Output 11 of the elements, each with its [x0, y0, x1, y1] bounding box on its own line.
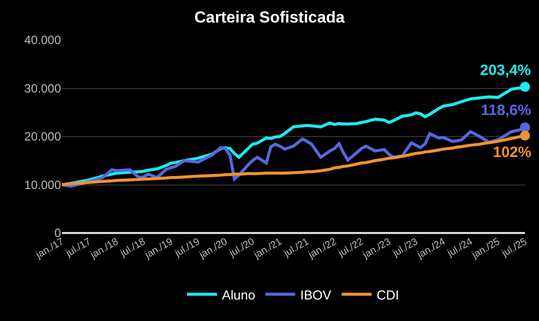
y-tick-label: 30.000: [24, 81, 62, 96]
y-tick-label: 10.000: [24, 178, 62, 192]
y-tick-label: 20.000: [24, 130, 62, 144]
annotation: 203,4%: [480, 62, 531, 79]
annotation: 102%: [493, 144, 532, 161]
chart-title: Carteira Sofisticada: [194, 9, 345, 26]
legend-label: Aluno: [222, 287, 256, 302]
y-tick-label: 40.000: [24, 33, 62, 48]
legend-label: IBOV: [300, 287, 332, 302]
annotation: 118,6%: [481, 102, 532, 119]
legend-label: CDI: [376, 287, 400, 302]
